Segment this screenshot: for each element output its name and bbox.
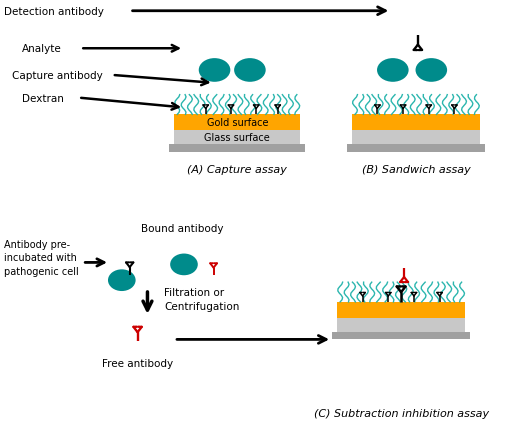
Bar bbox=[169, 145, 305, 152]
Ellipse shape bbox=[170, 254, 198, 276]
Ellipse shape bbox=[108, 270, 136, 291]
Text: (C) Subtraction inhibition assay: (C) Subtraction inhibition assay bbox=[313, 409, 488, 418]
Bar bbox=[352, 131, 480, 145]
Ellipse shape bbox=[416, 59, 447, 83]
Text: Detection antibody: Detection antibody bbox=[4, 7, 104, 17]
Text: Capture antibody: Capture antibody bbox=[12, 71, 103, 81]
Text: Bound antibody: Bound antibody bbox=[141, 223, 223, 233]
Text: (A) Capture assay: (A) Capture assay bbox=[187, 164, 287, 174]
Text: Free antibody: Free antibody bbox=[102, 358, 173, 368]
Text: Dextran: Dextran bbox=[22, 93, 64, 103]
Bar bbox=[352, 115, 480, 131]
Bar bbox=[337, 302, 465, 318]
Text: Filtration or
Centrifugation: Filtration or Centrifugation bbox=[164, 288, 240, 311]
Text: (B) Sandwich assay: (B) Sandwich assay bbox=[361, 164, 471, 174]
Text: Antibody pre-
incubated with
pathogenic cell: Antibody pre- incubated with pathogenic … bbox=[4, 240, 79, 276]
Bar bbox=[332, 332, 470, 339]
Ellipse shape bbox=[377, 59, 409, 83]
Text: Analyte: Analyte bbox=[22, 44, 62, 54]
Ellipse shape bbox=[234, 59, 266, 83]
Bar bbox=[337, 318, 465, 332]
Bar bbox=[174, 115, 301, 131]
Bar bbox=[347, 145, 485, 152]
Text: Glass surface: Glass surface bbox=[204, 133, 270, 143]
Bar bbox=[174, 131, 301, 145]
Text: Gold surface: Gold surface bbox=[206, 118, 268, 128]
Ellipse shape bbox=[199, 59, 230, 83]
